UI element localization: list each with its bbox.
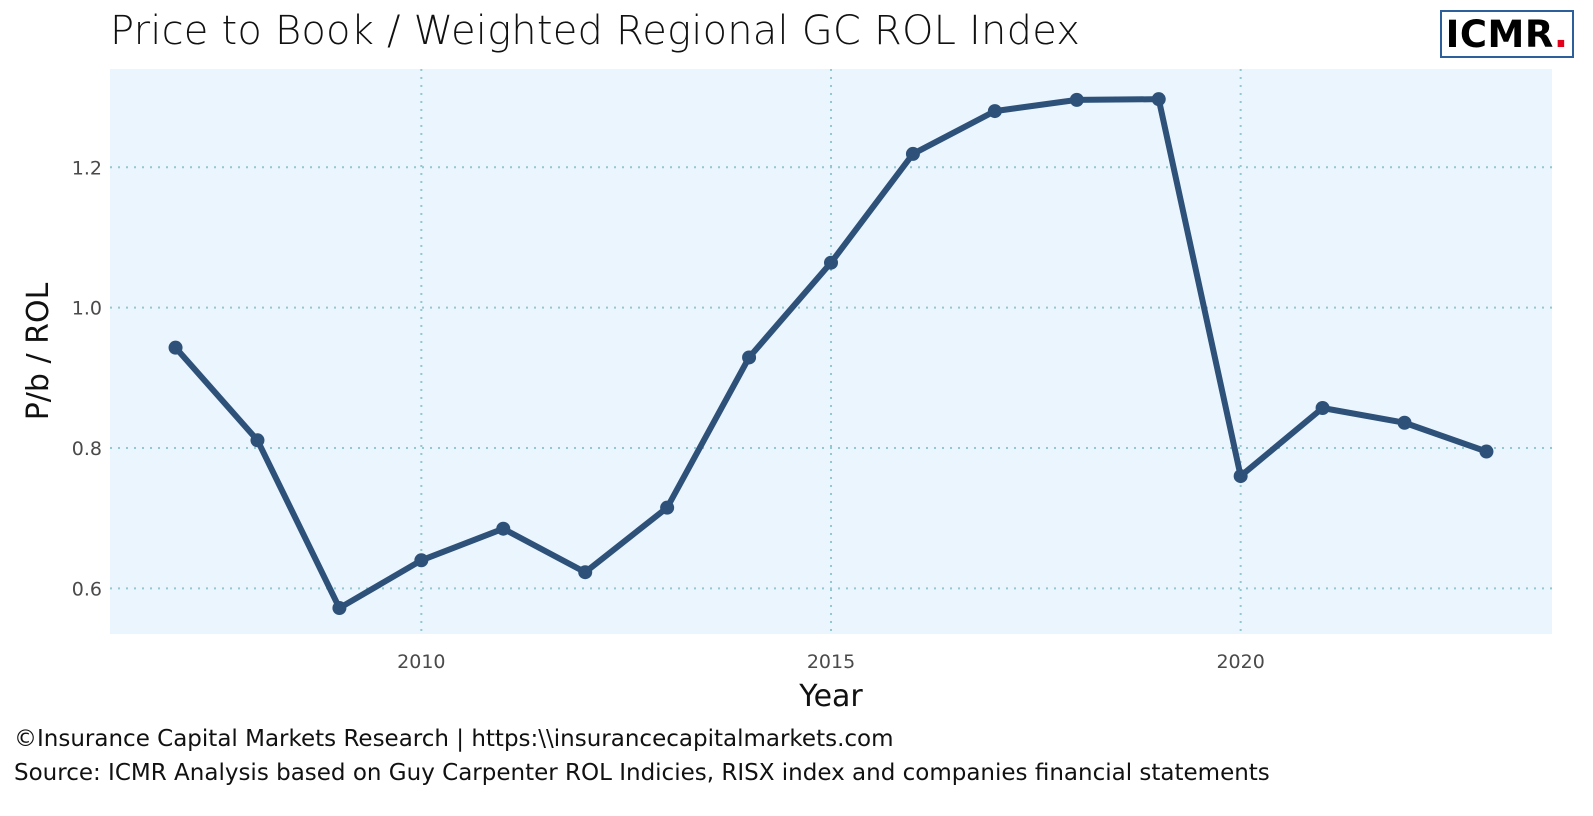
data-points — [168, 92, 1494, 616]
x-axis-ticks: 2010 2015 2020 — [397, 651, 1265, 673]
data-point — [496, 521, 511, 536]
logo-dot: . — [1553, 12, 1569, 56]
data-point — [824, 255, 838, 270]
data-point — [578, 565, 593, 580]
data-point — [1397, 415, 1412, 430]
data-point — [168, 340, 183, 355]
x-tick-label: 2020 — [1216, 651, 1264, 673]
data-point — [742, 350, 757, 365]
x-tick-label: 2015 — [807, 651, 855, 673]
data-point — [250, 433, 265, 448]
y-tick-label: 0.8 — [72, 438, 102, 460]
gridlines — [110, 69, 1552, 634]
source-note: Source: ICMR Analysis based on Guy Carpe… — [14, 760, 1270, 786]
plot-panel — [110, 69, 1552, 634]
data-point — [1069, 92, 1084, 107]
data-point — [905, 146, 920, 161]
x-axis-title: Year — [798, 679, 863, 714]
data-point — [1315, 401, 1330, 415]
y-axis-ticks: 0.6 0.8 1.0 1.2 — [72, 157, 102, 600]
x-tick-label: 2010 — [397, 651, 445, 673]
y-axis-title: P/b / ROL — [21, 282, 56, 420]
y-tick-label: 0.6 — [72, 578, 102, 600]
data-point — [1479, 444, 1494, 459]
chart-title: Price to Book / Weighted Regional GC ROL… — [110, 8, 1081, 54]
logo-text: ICMR — [1445, 12, 1554, 56]
y-tick-label: 1.0 — [72, 298, 102, 320]
y-tick-label: 1.2 — [72, 157, 102, 179]
icmr-logo: ICMR. — [1440, 10, 1574, 58]
data-point — [332, 601, 347, 616]
data-point — [1151, 92, 1166, 107]
data-point — [1233, 469, 1248, 484]
data-point — [660, 500, 675, 515]
data-point — [414, 553, 429, 568]
data-point — [987, 104, 1002, 119]
copyright-note: ©Insurance Capital Markets Research | ht… — [14, 726, 894, 752]
